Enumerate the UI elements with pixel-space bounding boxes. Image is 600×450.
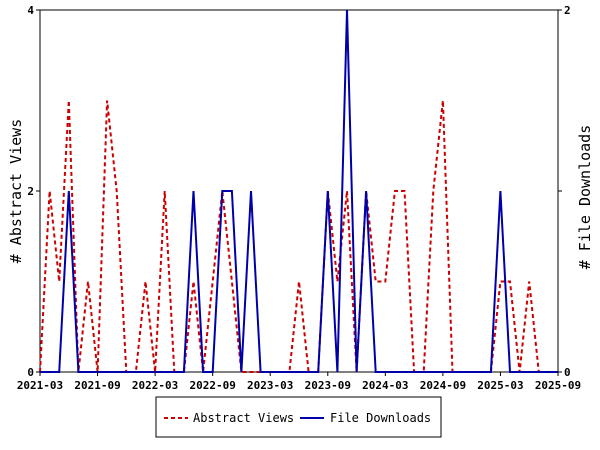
x-tick-label: 2021-09 (74, 379, 120, 392)
legend-label-file-downloads: File Downloads (330, 411, 431, 425)
y-tick-label-left: 2 (27, 185, 34, 198)
x-tick-label: 2025-03 (477, 379, 523, 392)
legend: Abstract Views File Downloads (155, 396, 442, 438)
series-line-abstract-views (39, 100, 558, 373)
y-tick-label-right: 0 (564, 366, 571, 379)
y-axis-left-title: # Abstract Views (7, 119, 25, 264)
x-tick-label: 2023-09 (305, 379, 351, 392)
x-tick-label: 2024-03 (362, 379, 408, 392)
x-tick-label: 2022-09 (189, 379, 235, 392)
legend-box (155, 396, 442, 438)
x-tick-label: 2025-09 (535, 379, 581, 392)
y-tick-label-left: 0 (27, 366, 34, 379)
y-tick-label-right: 2 (564, 4, 571, 17)
x-axis-ticks: 2021-03 2021-09 2022-03 2022-09 2023-03 2023-… (17, 372, 581, 392)
left-axis-ticks: 0 2 4 (27, 4, 40, 379)
y-tick-label-left: 4 (27, 4, 34, 17)
right-axis-ticks: 02 (558, 4, 571, 379)
x-tick-label: 2024-09 (420, 379, 466, 392)
y-axis-right-title: # File Downloads (576, 125, 594, 270)
series-layer (39, 9, 558, 373)
series-line-file-downloads (40, 9, 558, 373)
x-tick-label: 2023-03 (247, 379, 293, 392)
x-tick-label: 2022-03 (132, 379, 178, 392)
x-tick-label: 2021-03 (17, 379, 63, 392)
legend-label-abstract-views: Abstract Views (193, 411, 294, 425)
